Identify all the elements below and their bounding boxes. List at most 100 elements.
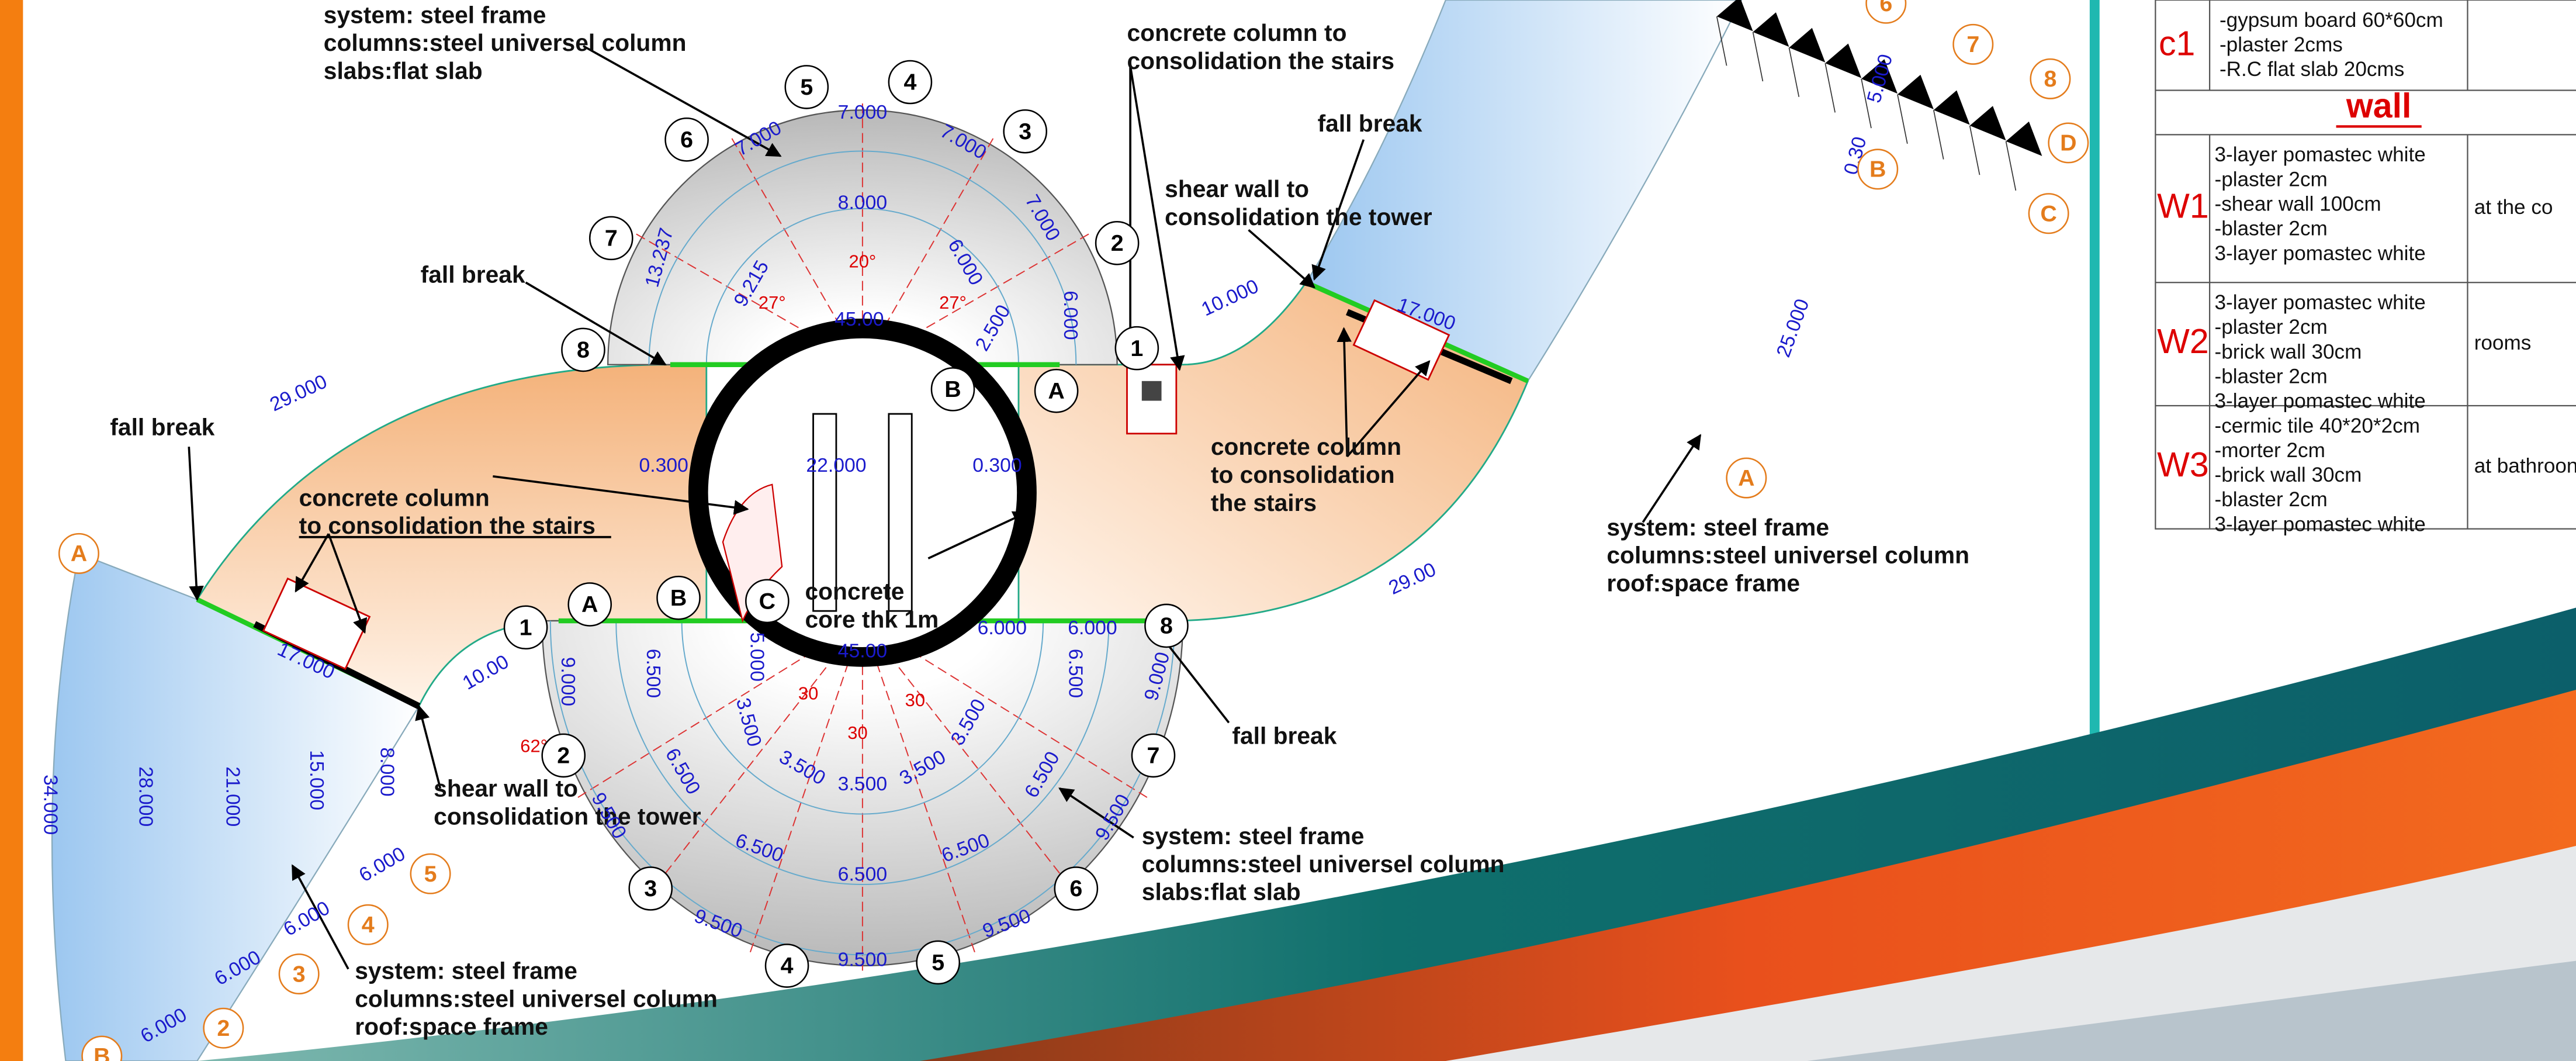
grid-bubble-label: 5 [800,74,813,100]
annotation: columns:steel universel column [324,29,687,56]
finish-layer: -plaster 2cms [2220,33,2343,56]
grid-bubble [503,605,548,650]
grid-bubble [1114,326,1159,371]
leader-arrow [291,864,349,970]
truss-triangle [1789,27,1826,63]
truss-web [1897,94,1908,144]
dimension-label: 0.300 [639,454,688,476]
grid-bubble [1131,733,1176,778]
dimension-label: 10.000 [1198,275,1262,320]
finish-layer: -brick wall 30cm [2215,464,2362,486]
annotation: system: steel frame [355,958,577,984]
grid-bubble-label: 3 [644,876,657,901]
dimension-label: 6.000 [1060,291,1082,340]
dimension-arc [681,621,1044,815]
leader-arrow [493,475,749,515]
angle-label: 27° [939,292,967,313]
dimension-label: 15.000 [306,750,328,810]
grid-bubble [1726,457,1767,499]
grid-bubble [764,944,809,988]
grid-bubble [561,327,605,372]
grid-bubble [58,533,99,574]
grid-bubble-label: 6 [1069,876,1082,901]
truss-triangle [1753,12,1789,47]
leader-arrow [927,511,1029,559]
grid-bubble [2030,58,2071,99]
dimension-label: 25.000 [1772,296,1813,360]
grid-bubble [1003,109,1048,154]
finish-layer: -brick wall 30cm [2215,340,2362,363]
annotation: shear wall to [1165,175,1309,202]
stair [262,577,371,671]
grid-bubble-label: 2 [1111,230,1124,256]
leader-arrow [1129,65,1185,371]
truss-web [1788,47,1800,97]
grid-bubble-label: D [2060,130,2076,156]
grid-bubble [541,733,586,778]
grid-bubble [2028,193,2069,234]
truss-web [1824,63,1836,113]
angle-label: 20° [849,251,877,272]
grid-bubble-label: 7 [1966,32,1979,57]
grid-bubble-label: 4 [781,953,794,979]
leader-arrow [1337,327,1352,457]
dimension-label: 5.000 [1863,52,1898,105]
grid-bubble-label: 2 [557,743,570,769]
grid-bubble-label: B [1869,157,1886,182]
dimension-label: 6.500 [642,649,664,698]
annotation: to consolidation the stairs [299,512,595,539]
grid-bubble-label: A [71,541,87,566]
grid-bubble-label: B [94,1043,110,1061]
grid-bubble-label: 7 [605,226,618,251]
annotation: concrete column [299,484,490,511]
grid-bubble-label: 8 [1160,613,1173,639]
finish-layer: -shear wall 100cm [2215,192,2381,215]
dimension-label: 8.000 [838,191,887,213]
grid-bubble [410,853,451,894]
truss-triangle [1716,0,1753,32]
table-section-title: wall [2346,87,2412,125]
grid-bubble [930,367,975,412]
grid-bubble-label: 8 [2044,66,2056,92]
annotation: columns:steel universel column [1142,851,1505,877]
grid-bubble [1054,866,1099,911]
dimension-label: 6.500 [838,863,887,885]
grid-bubble [347,904,389,945]
grid-bubble-label: A [581,592,598,617]
grid-bubble-label: 7 [1147,743,1160,769]
dimension-arc [648,150,1077,365]
truss-web [2005,141,2017,191]
finish-layer: 3-layer pomastec white [2215,291,2426,314]
grid-bubble-label: C [2040,201,2056,226]
leader-arrow [525,281,667,366]
finish-layer: 3-layer pomastec white [2215,143,2426,166]
grid-bubble [784,65,829,109]
truss-triangle [1897,74,1934,109]
dimension-label: 5.000 [746,633,768,682]
truss-web [1969,125,1981,175]
finish-location: at the co [2474,196,2553,219]
grid-bubble-label: 4 [903,70,916,95]
grid-bubble [628,866,673,911]
finish-code: W3 [2157,445,2209,484]
grid-bubble [1857,148,1899,190]
dimension-label: 22.000 [806,454,866,476]
finish-layer: -plaster 2cm [2215,168,2328,191]
grid-line [650,620,863,892]
grid-bubble [656,575,701,620]
grid-bubble [1095,221,1140,265]
leader-arrow [188,447,204,602]
annotation: shear wall to [434,775,578,802]
finish-layer: 3-layer pomastec white [2215,242,2426,265]
grid-bubble-label: 8 [577,337,590,363]
dimension-label: 45.00 [838,640,887,662]
grid-bubble [2048,122,2089,164]
finish-layer: 3-layer pomastec white [2215,513,2426,535]
dimension-label: 6.000 [1068,617,1117,639]
sheet-border [0,0,23,1061]
annotation: system: steel frame [1606,514,1829,541]
dimension-label: 3.500 [838,773,887,795]
grid-line [862,620,1148,798]
dimension-label: 8.000 [376,747,399,796]
truss-web [1752,32,1764,82]
